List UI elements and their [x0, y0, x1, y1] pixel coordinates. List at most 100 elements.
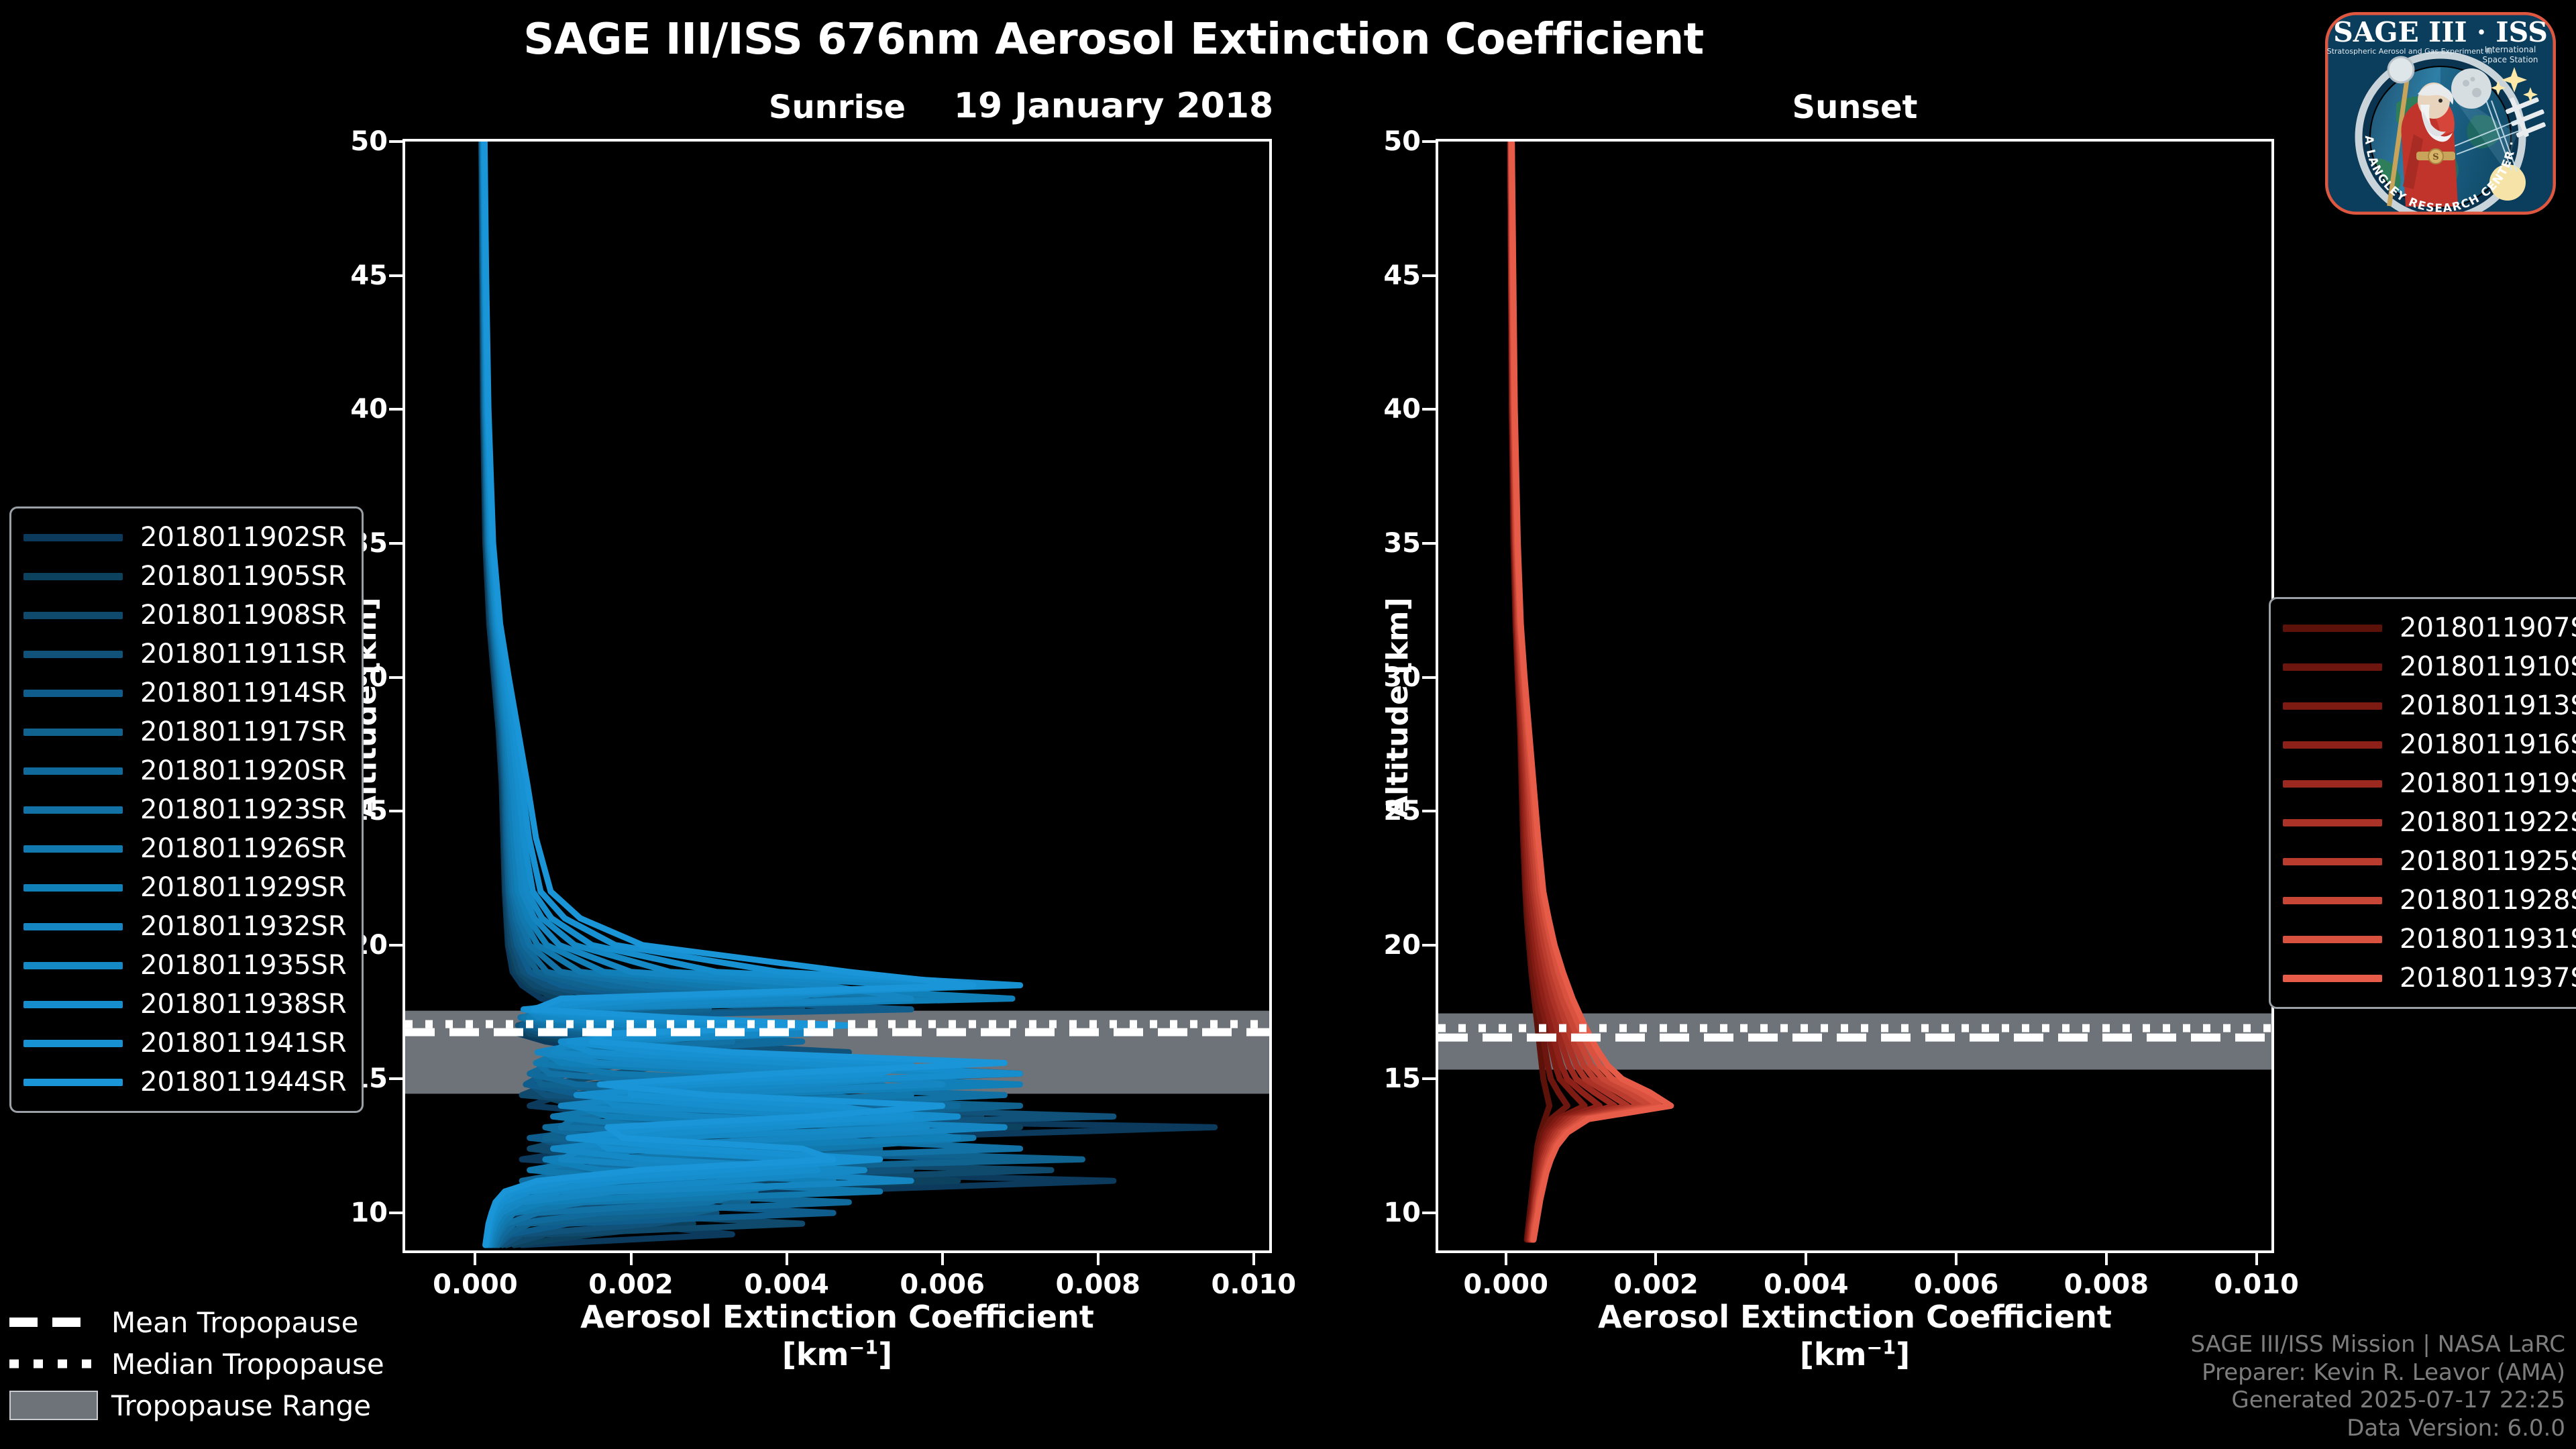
y-tick-mark — [389, 810, 402, 813]
legend-color-line-icon — [23, 1000, 123, 1008]
sunrise-legend-label: 2018011905SR — [140, 561, 347, 592]
sunrise-legend-label: 2018011929SR — [140, 872, 347, 903]
sunrise-legend[interactable]: 2018011902SR 2018011905SR 2018011908SR 2018… — [9, 506, 364, 1113]
legend-color-line-icon — [23, 883, 123, 892]
sunrise-legend-item[interactable]: 2018011908SR — [23, 596, 347, 635]
svg-text:S: S — [2432, 152, 2438, 162]
dashed-line-icon — [9, 1313, 95, 1331]
sunrise-legend-item[interactable]: 2018011917SR — [23, 712, 347, 751]
x-tick-label: 0.010 — [2214, 1269, 2299, 1300]
sunrise-legend-label: 2018011941SR — [140, 1028, 347, 1059]
x-tick-label: 0.004 — [1764, 1269, 1849, 1300]
sunrise-panel-heading: Sunrise — [768, 89, 906, 126]
y-tick-mark — [389, 943, 402, 947]
legend-label-median-tropopause: Median Tropopause — [111, 1347, 384, 1381]
sunrise-legend-item[interactable]: 2018011923SR — [23, 790, 347, 829]
sunrise-legend-item[interactable]: 2018011932SR — [23, 907, 347, 946]
profile-line — [481, 142, 1008, 1248]
y-tick-mark — [389, 140, 402, 143]
sunset-legend-item[interactable]: 2018011922SS — [2283, 803, 2576, 842]
x-tick-mark — [1805, 1253, 1808, 1265]
sunrise-legend-item[interactable]: 2018011914SR — [23, 674, 347, 712]
sunset-legend-label: 2018011916SS — [2400, 729, 2576, 760]
sunrise-legend-label: 2018011944SR — [140, 1067, 347, 1097]
x-tick-label: 0.010 — [1211, 1269, 1297, 1300]
y-tick-label: 45 — [1383, 260, 1421, 291]
sunrise-legend-item[interactable]: 2018011935SR — [23, 946, 347, 985]
x-tick-label: 0.004 — [744, 1269, 829, 1300]
legend-color-line-icon — [23, 961, 123, 969]
legend-label-mean-tropopause: Mean Tropopause — [111, 1305, 359, 1339]
logo-subtitle-left: Stratospheric Aerosol and Gas Experiment… — [2327, 47, 2493, 56]
x-tick-mark — [474, 1253, 477, 1265]
legend-color-line-icon — [2283, 741, 2382, 749]
sunset-plot-area — [1438, 142, 2271, 1243]
credit-line-preparer: Preparer: Kevin R. Leavor (AMA) — [2202, 1358, 2565, 1386]
sunrise-legend-item[interactable]: 2018011944SR — [23, 1063, 347, 1102]
sunset-legend-item[interactable]: 2018011937SS — [2283, 959, 2576, 998]
y-tick-mark — [1422, 1077, 1436, 1081]
sunset-legend-item[interactable]: 2018011907SS — [2283, 608, 2576, 647]
y-tick-label: 15 — [1383, 1063, 1421, 1095]
y-tick-mark — [1422, 1212, 1436, 1215]
y-tick-label: 45 — [350, 260, 388, 291]
legend-color-line-icon — [23, 1039, 123, 1047]
sunset-legend-item[interactable]: 2018011916SS — [2283, 725, 2576, 764]
sunrise-legend-label: 2018011926SR — [140, 833, 347, 864]
sunrise-legend-label: 2018011932SR — [140, 911, 347, 942]
x-tick-label: 0.006 — [900, 1269, 985, 1300]
x-tick-mark — [1504, 1253, 1507, 1265]
y-tick-label: 35 — [1383, 527, 1421, 559]
legend-color-line-icon — [23, 806, 123, 814]
legend-color-line-icon — [23, 922, 123, 930]
sunset-legend-item[interactable]: 2018011925SS — [2283, 842, 2576, 881]
y-tick-label: 50 — [1383, 126, 1421, 157]
y-tick-mark — [1422, 676, 1436, 679]
sunrise-legend-label: 2018011917SR — [140, 716, 347, 747]
legend-color-line-icon — [23, 611, 123, 619]
sunrise-legend-item[interactable]: 2018011941SR — [23, 1024, 347, 1063]
x-tick-mark — [785, 1253, 788, 1265]
tropopause-legend: Mean Tropopause Median Tropopause Tropop… — [9, 1301, 384, 1426]
sunset-legend-item[interactable]: 2018011913SS — [2283, 686, 2576, 725]
sunset-legend-label: 2018011907SS — [2400, 612, 2576, 643]
credit-line-mission: SAGE III/ISS Mission | NASA LaRC — [2190, 1331, 2565, 1358]
sunrise-plot-area — [405, 142, 1269, 1248]
y-tick-mark — [389, 541, 402, 545]
sunrise-legend-label: 2018011914SR — [140, 678, 347, 708]
y-tick-mark — [389, 676, 402, 679]
y-tick-mark — [389, 1212, 402, 1215]
sunset-legend-item[interactable]: 2018011910SS — [2283, 647, 2576, 686]
sunrise-legend-item[interactable]: 2018011929SR — [23, 868, 347, 907]
sunrise-legend-label: 2018011908SR — [140, 600, 347, 631]
y-tick-mark — [1422, 274, 1436, 277]
legend-color-line-icon — [2283, 624, 2382, 632]
legend-color-line-icon — [2283, 818, 2382, 826]
legend-color-line-icon — [2283, 935, 2382, 943]
sunset-legend-item[interactable]: 2018011928SS — [2283, 881, 2576, 920]
logo-subtitle-right-1: International — [2485, 45, 2536, 54]
credits-block: SAGE III/ISS Mission | NASA LaRC Prepare… — [2190, 1331, 2565, 1442]
sunset-legend-label: 2018011922SS — [2400, 807, 2576, 838]
legend-color-line-icon — [23, 845, 123, 853]
sunset-legend[interactable]: 2018011907SS 2018011910SS 2018011913SS 2018… — [2269, 597, 2576, 1009]
sunrise-legend-item[interactable]: 2018011902SR — [23, 518, 347, 557]
legend-color-line-icon — [2283, 702, 2382, 710]
sunset-plot-panel — [1436, 139, 2274, 1253]
sunrise-legend-item[interactable]: 2018011911SR — [23, 635, 347, 674]
chart-subtitle-date: 19 January 2018 — [953, 86, 1274, 126]
sunrise-legend-label: 2018011935SR — [140, 950, 347, 981]
x-tick-label: 0.008 — [2063, 1269, 2149, 1300]
legend-item-mean-tropopause: Mean Tropopause — [9, 1301, 384, 1343]
sunrise-legend-item[interactable]: 2018011926SR — [23, 829, 347, 868]
logo-title: SAGE III · ISS — [2333, 16, 2548, 48]
sunrise-legend-item[interactable]: 2018011920SR — [23, 751, 347, 790]
sunrise-legend-item[interactable]: 2018011905SR — [23, 557, 347, 596]
sunset-legend-item[interactable]: 2018011919SS — [2283, 764, 2576, 803]
legend-label-tropopause-range: Tropopause Range — [111, 1389, 372, 1422]
legend-item-median-tropopause: Median Tropopause — [9, 1343, 384, 1385]
sunset-legend-item[interactable]: 2018011931SS — [2283, 920, 2576, 959]
x-tick-label: 0.002 — [1613, 1269, 1699, 1300]
legend-color-line-icon — [23, 650, 123, 658]
sunrise-legend-item[interactable]: 2018011938SR — [23, 985, 347, 1024]
